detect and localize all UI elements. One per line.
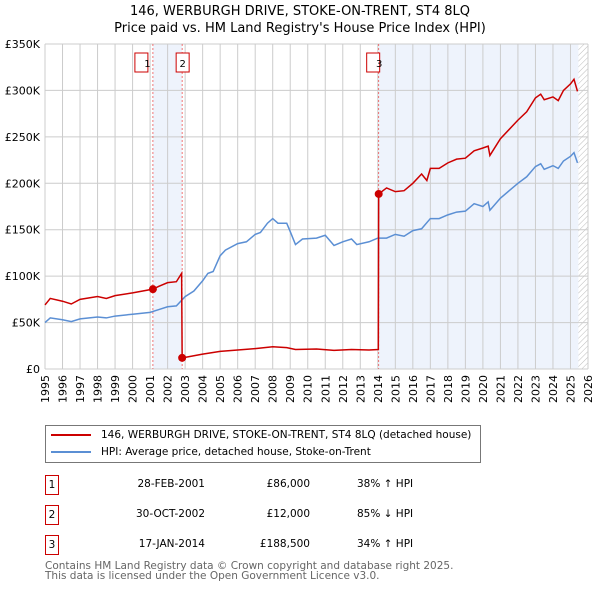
forecast-hatch [578,44,588,369]
sale-point [374,189,383,198]
sale-label-box [134,52,149,73]
y-tick-label: £300K [5,84,41,97]
footer-licence: This data is licensed under the Open Gov… [45,570,380,582]
y-tick-label: £200K [5,177,41,190]
chart-subtitle: Price paid vs. HM Land Registry's House … [114,21,486,36]
x-tick-label: 2026 [582,375,595,403]
x-tick-label: 2016 [407,375,420,403]
y-tick-label: £350K [5,38,41,51]
transaction-marker: 2 [45,505,59,525]
x-tick-label: 1997 [74,375,87,403]
x-tick-label: 2003 [179,375,192,403]
x-tick-label: 1996 [57,375,70,403]
sale-label: 3 [376,59,382,70]
transaction-marker: 1 [45,475,59,495]
x-tick-label: 2018 [442,375,455,403]
x-tick-label: 2017 [424,375,437,403]
x-tick-label: 2004 [197,375,210,403]
x-tick-label: 2019 [459,375,472,403]
x-tick-label: 2008 [267,375,280,403]
transaction-row: 2 30-OCT-2002 £12,000 85% ↓ HPI [45,505,465,525]
x-tick-label: 1999 [109,375,122,403]
sale-label: 1 [144,59,150,70]
shaded-period [378,44,579,369]
y-tick-label: £250K [5,131,41,144]
x-tick-label: 2011 [319,375,332,403]
x-tick-label: 2002 [162,375,175,403]
series-line [44,151,579,324]
transaction-price: £12,000 [266,508,310,520]
transaction-marker: 3 [45,535,59,555]
legend-blue-line [51,451,91,453]
x-tick-label: 2020 [477,375,490,403]
x-tick-label: 2021 [494,375,507,403]
x-tick-label: 2000 [127,375,140,403]
legend-property: 146, WERBURGH DRIVE, STOKE-ON-TRENT, ST4… [101,429,472,441]
transaction-row: 1 28-FEB-2001 £86,000 38% ↑ HPI [45,475,465,495]
x-tick-label: 2023 [529,375,542,403]
x-tick-label: 2005 [214,375,227,403]
y-tick-label: £0 [26,363,40,376]
transaction-price: £188,500 [259,538,310,550]
x-tick-label: 1998 [92,375,105,403]
x-tick-label: 2006 [232,375,245,403]
x-tick-label: 2009 [284,375,297,403]
price-chart: 1995 1996 1997 1998 1999 2000 2001 2002 2003 2004… [5,38,595,403]
sale-point [148,285,157,294]
transaction-date: 28-FEB-2001 [137,478,205,490]
x-tick-label: 1995 [39,375,52,403]
y-tick-label: £150K [5,224,41,237]
transaction-hpi: 38% ↑ HPI [357,478,414,490]
transaction-hpi: 34% ↑ HPI [357,538,414,550]
legend-red-line [51,434,91,436]
sale-label-box [175,52,190,73]
transaction-price: £86,000 [266,478,310,490]
legend: 146, WERBURGH DRIVE, STOKE-ON-TRENT, ST4… [45,425,481,463]
x-tick-label: 2025 [564,375,577,403]
chart-title: 146, WERBURGH DRIVE, STOKE-ON-TRENT, ST4… [129,4,470,19]
legend-hpi: HPI: Average price, detached house, Stok… [101,446,371,458]
x-tick-label: 2015 [389,375,402,403]
x-tick-label: 2001 [144,375,157,403]
transaction-date: 30-OCT-2002 [136,508,205,520]
x-tick-label: 2013 [354,375,367,403]
x-tick-label: 2024 [547,375,560,403]
x-tick-label: 2022 [512,375,525,403]
y-tick-label: £100K [5,270,41,283]
sale-label-box [366,52,381,73]
transaction-row: 3 17-JAN-2014 £188,500 34% ↑ HPI [45,535,465,555]
transaction-hpi: 85% ↓ HPI [357,508,414,520]
sale-point [178,353,187,362]
sale-label: 2 [179,59,185,70]
x-tick-label: 2007 [249,375,262,403]
y-tick-label: £50K [12,317,41,330]
transaction-date: 17-JAN-2014 [138,538,205,550]
footer-copyright: Contains HM Land Registry data © Crown c… [45,560,454,572]
x-tick-label: 2010 [302,375,315,403]
x-tick-label: 2012 [337,375,350,403]
x-tick-label: 2014 [372,375,385,403]
